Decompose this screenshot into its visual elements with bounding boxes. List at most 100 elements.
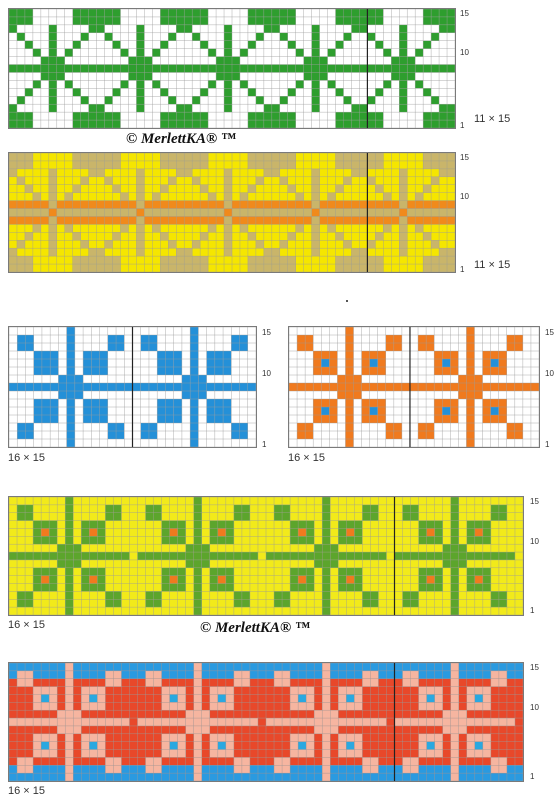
stitch-cell [343, 256, 352, 265]
stitch-cell [216, 56, 225, 65]
stitch-cell [208, 224, 217, 233]
stitch-cell [41, 741, 50, 750]
stitch-cell [450, 670, 459, 679]
stitch-cell [217, 765, 226, 774]
stitch-cell [83, 399, 92, 407]
stitch-cell [104, 16, 113, 25]
stitch-cell [314, 710, 323, 719]
stitch-cell [41, 359, 51, 367]
stitch-cell [160, 208, 169, 217]
stitch-cell [506, 663, 515, 671]
stitch-cell [490, 383, 499, 391]
stitch-cell [216, 200, 225, 209]
stitch-cell [338, 567, 347, 576]
stitch-cell [279, 216, 288, 225]
stitch-cell [241, 552, 250, 560]
stitch-cell [290, 520, 299, 529]
stitch-cell [225, 765, 234, 774]
stitch-cell [418, 575, 427, 584]
stitch-cell [232, 208, 240, 217]
stitch-cell [91, 367, 100, 375]
stitch-cell [83, 383, 92, 391]
stitch-cell [247, 232, 256, 241]
stitch-cell [112, 88, 121, 97]
stitch-cell [168, 240, 177, 249]
stitch-cell [24, 264, 33, 272]
stitch-cell [319, 216, 328, 225]
stitch-cell [447, 264, 455, 272]
stitch-cell [442, 367, 451, 375]
stitch-cell [224, 104, 232, 113]
stitch-cell [498, 765, 507, 774]
stitch-cell [81, 773, 90, 781]
stitch-cell [239, 208, 248, 217]
stitch-cell [88, 104, 97, 113]
stitch-cell [200, 160, 209, 169]
stitch-cell [330, 544, 339, 553]
stitch-cell [338, 702, 347, 711]
stitch-cell [466, 520, 475, 529]
stitch-cell [362, 757, 371, 766]
stitch-cell [49, 749, 58, 758]
stitch-cell [343, 216, 352, 225]
stitch-cell [271, 160, 280, 169]
stitch-cell [58, 391, 67, 399]
stitch-cell [80, 112, 89, 121]
stitch-cell [362, 552, 371, 560]
stitch-cell [434, 733, 443, 742]
stitch-cell [145, 678, 154, 687]
stitch-cell [247, 264, 256, 272]
stitch-cell [271, 168, 280, 177]
stitch-cell [466, 335, 475, 343]
stitch-cell [9, 765, 18, 774]
stitch-cell [161, 773, 170, 781]
stitch-cell [65, 599, 74, 608]
stitch-cell [345, 383, 354, 391]
stitch-cell [474, 520, 483, 529]
stitch-cell [466, 431, 475, 439]
stitch-cell [329, 359, 338, 367]
stitch-cell [322, 544, 331, 553]
stitch-cell [330, 718, 339, 726]
stitch-cell [193, 497, 202, 505]
stitch-cell [506, 552, 515, 560]
stitch-cell [217, 773, 226, 781]
stitch-cell [385, 423, 394, 431]
stitch-cell [450, 575, 459, 584]
stitch-cell [311, 224, 320, 233]
stitch-cell [41, 670, 50, 679]
stitch-cell [335, 112, 344, 121]
stitch-cell [354, 733, 363, 742]
stitch-cell [434, 702, 443, 711]
stitch-cell [482, 359, 491, 367]
stitch-cell [136, 96, 145, 105]
stitch-cell [80, 240, 89, 249]
stitch-cell [184, 200, 193, 209]
stitch-cell [136, 72, 145, 81]
stitch-cell [121, 663, 130, 671]
stitch-cell [169, 520, 178, 529]
row-label-15: 15 [460, 9, 469, 18]
stitch-cell [434, 399, 443, 407]
stitch-cell [434, 415, 443, 423]
stitch-cell [407, 56, 416, 65]
stitch-cell [193, 552, 202, 560]
stitch-cell [91, 399, 100, 407]
stitch-cell [426, 718, 435, 726]
stitch-cell [370, 504, 379, 513]
stitch-cell [239, 224, 248, 233]
stitch-cell [407, 208, 416, 217]
stitch-cell [193, 678, 202, 687]
stitch-cell [232, 64, 240, 73]
stitch-cell [97, 773, 106, 781]
stitch-cell [239, 383, 248, 391]
stitch-cell [168, 120, 177, 128]
stitch-cell [442, 415, 451, 423]
stitch-cell [351, 160, 360, 169]
stitch-cell [80, 160, 89, 169]
chart-yellow-orange [8, 152, 456, 273]
stitch-cell [41, 367, 51, 375]
stitch-cell [311, 48, 320, 57]
stitch-cell [223, 399, 232, 407]
stitch-cell [24, 184, 33, 193]
